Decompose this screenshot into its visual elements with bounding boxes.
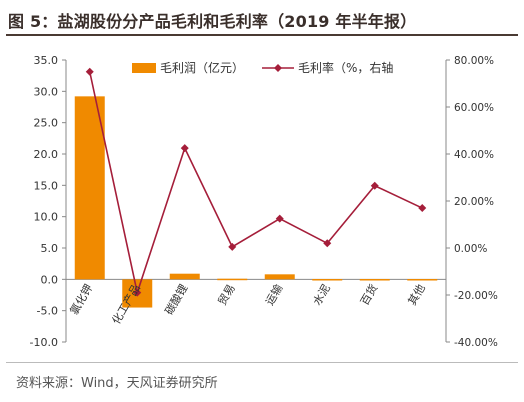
left-tick-label: 5.0 — [41, 242, 59, 255]
category-label: 水泥 — [311, 282, 333, 308]
bar-3 — [217, 278, 248, 281]
left-tick-label: 10.0 — [34, 211, 59, 224]
line-layer — [85, 67, 427, 297]
right-tick-label: 80.00% — [454, 55, 494, 67]
bar-0 — [74, 96, 105, 280]
bar-7 — [407, 279, 438, 281]
category-label: 贸易 — [216, 282, 238, 308]
left-tick-label: 25.0 — [34, 117, 59, 130]
bars-layer — [74, 96, 438, 308]
left-tick-label: -5.0 — [37, 305, 58, 318]
bar-6 — [359, 279, 390, 281]
right-tick-label: -20.00% — [454, 290, 498, 302]
left-tick-label: 15.0 — [34, 179, 59, 192]
chart-area: 35.0 30.0 25.0 20.0 15.0 10.0 5.0 0.0 -5.0 -10.0 8… — [30, 54, 498, 349]
margin-point-6 — [370, 181, 379, 190]
left-tick-label: 20.0 — [34, 148, 59, 161]
category-label: 氯化钾 — [67, 282, 96, 318]
margin-line — [88, 71, 423, 296]
right-tick-label: -40.00% — [454, 337, 498, 349]
footer-divider — [6, 362, 518, 363]
margin-point-5 — [323, 239, 332, 248]
legend-bar-label: 毛利润（亿元） — [160, 60, 244, 75]
chart-title: 图 5：盐湖股份分产品毛利和毛利率（2019 年半年报） — [8, 12, 417, 31]
bar-4 — [264, 274, 295, 280]
axes-layer — [62, 59, 450, 343]
legend-layer: 毛利润（亿元） 毛利率（%，右轴 — [132, 60, 393, 75]
category-label: 碳酸锂 — [162, 282, 191, 318]
right-tick-label: 60.00% — [454, 102, 494, 114]
category-label: 其他 — [406, 282, 428, 308]
margin-point-7 — [418, 204, 427, 213]
margin-point-0 — [85, 67, 94, 76]
left-tick-label: -10.0 — [30, 336, 58, 349]
margin-point-1 — [133, 288, 142, 297]
bar-2 — [169, 273, 200, 280]
bar-5 — [312, 279, 343, 281]
legend-line-label: 毛利率（%，右轴 — [298, 60, 393, 75]
right-tick-label: 0.00% — [454, 243, 487, 255]
legend-line-marker — [274, 64, 282, 72]
legend-bar-swatch — [132, 63, 156, 73]
category-label: 运输 — [262, 282, 285, 308]
source-note: 资料来源：Wind，天风证券研究所 — [16, 376, 218, 391]
margin-point-4 — [275, 214, 284, 223]
left-tick-label: 0.0 — [41, 273, 59, 286]
category-label: 百货 — [357, 282, 380, 308]
title-divider — [6, 34, 518, 36]
margin-point-3 — [228, 242, 237, 251]
left-tick-label: 30.0 — [34, 85, 59, 98]
right-tick-label: 20.00% — [454, 196, 494, 208]
right-tick-label: 40.00% — [454, 149, 494, 161]
margin-point-2 — [180, 144, 189, 153]
left-tick-label: 35.0 — [34, 54, 59, 67]
